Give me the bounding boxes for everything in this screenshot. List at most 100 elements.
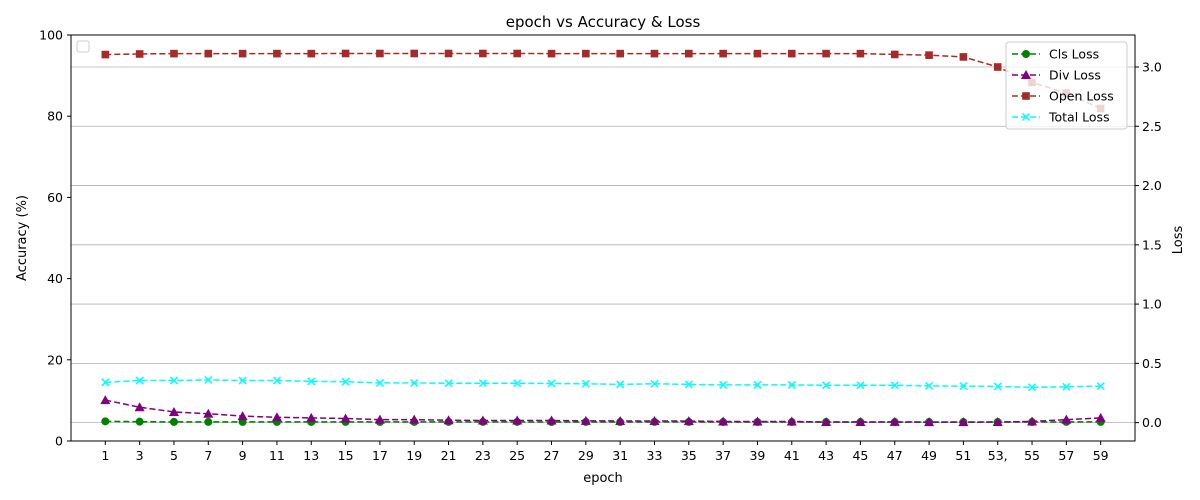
x-tick-label: 13 <box>303 448 319 463</box>
x-tick-label: 19 <box>406 448 422 463</box>
x-tick-label: 3 <box>136 448 144 463</box>
x-tick-label: 21 <box>441 448 457 463</box>
x-tick-label: 33 <box>647 448 663 463</box>
data-point <box>477 415 488 425</box>
data-point <box>890 381 899 390</box>
legend-label: Open Loss <box>1049 89 1114 104</box>
data-point <box>101 417 110 426</box>
y-axis-right: 0.0 0.5 1.0 1.5 2.0 2.5 3.0 <box>1135 60 1162 430</box>
data-point <box>925 51 933 59</box>
data-point <box>100 395 111 405</box>
data-point <box>1021 112 1031 122</box>
y-left-tick-label: 100 <box>39 28 63 43</box>
data-point <box>271 412 282 422</box>
empty-legend-box <box>76 40 90 53</box>
data-point <box>341 377 350 386</box>
data-point <box>479 49 487 58</box>
data-point <box>375 378 384 387</box>
data-point <box>1022 50 1030 58</box>
data-point <box>478 379 487 388</box>
y-right-tick-label: 0.5 <box>1142 356 1162 371</box>
data-point <box>340 413 351 423</box>
data-point <box>924 417 935 427</box>
x-tick-label: 9 <box>239 448 247 463</box>
x-tick-label: 11 <box>269 448 285 463</box>
data-point <box>135 376 144 385</box>
y-right-tick-label: 2.5 <box>1142 119 1162 134</box>
x-tick-label: 25 <box>509 448 525 463</box>
data-point <box>650 379 659 388</box>
data-point <box>1022 92 1030 100</box>
data-point <box>1062 382 1071 391</box>
data-point <box>959 382 968 391</box>
plot-frame <box>70 34 1136 442</box>
y-right-tick-label: 2.0 <box>1142 178 1162 193</box>
data-point <box>856 381 865 390</box>
y-axis-left-label: Accuracy (%) <box>15 195 30 281</box>
legend: Cls Loss Div Loss Open Loss Total Loss <box>1005 41 1128 130</box>
series-line <box>105 379 1101 389</box>
data-point <box>307 49 316 58</box>
data-point <box>1061 414 1072 424</box>
data-point <box>1027 416 1038 426</box>
x-axis-label: epoch <box>583 471 623 486</box>
data-point <box>650 49 659 58</box>
data-point <box>580 415 591 425</box>
data-point <box>203 408 214 418</box>
data-point <box>341 49 350 58</box>
x-tick-label: 49 <box>921 448 937 463</box>
data-point <box>752 416 763 426</box>
data-point <box>615 415 626 425</box>
data-point <box>718 416 729 426</box>
data-point <box>547 49 556 58</box>
data-point <box>753 380 762 389</box>
data-point <box>958 417 969 427</box>
data-point <box>719 49 727 58</box>
y-left-tick-label: 80 <box>47 109 63 124</box>
data-point <box>547 379 556 388</box>
data-point <box>513 379 522 388</box>
data-point <box>1096 382 1105 391</box>
data-point <box>204 49 213 58</box>
data-point <box>959 53 968 61</box>
y-right-tick-label: 3.0 <box>1142 60 1162 75</box>
grid-lines <box>71 66 1135 424</box>
legend-item: Div Loss <box>1012 68 1101 83</box>
data-point <box>135 417 144 426</box>
data-point <box>856 49 865 58</box>
x-tick-label: 31 <box>612 448 628 463</box>
x-tick-label: 27 <box>544 448 560 463</box>
data-point <box>273 49 281 58</box>
legend-item: Total Loss <box>1012 110 1110 125</box>
data-point <box>890 50 899 59</box>
data-point <box>685 49 693 58</box>
series-layer <box>100 49 1106 427</box>
legend-item: Open Loss <box>1012 89 1114 104</box>
x-tick-label: 59 <box>1093 448 1109 463</box>
data-point <box>410 378 419 387</box>
data-point <box>443 415 454 425</box>
data-point <box>581 379 590 388</box>
y-left-tick-label: 40 <box>47 271 63 286</box>
data-point <box>101 378 110 387</box>
x-tick-label: 39 <box>749 448 765 463</box>
data-point <box>410 49 419 58</box>
data-point <box>649 415 660 425</box>
data-point <box>512 415 523 425</box>
data-point <box>821 417 832 427</box>
data-point <box>169 417 178 426</box>
x-tick-label: 5 <box>170 448 178 463</box>
x-tick-label: 35 <box>681 448 697 463</box>
data-point <box>787 49 796 58</box>
data-point <box>925 381 934 390</box>
data-point <box>719 380 728 389</box>
data-point <box>683 416 694 426</box>
data-point <box>169 376 178 385</box>
data-point <box>238 376 247 385</box>
data-point <box>168 406 179 416</box>
series-line <box>105 399 1101 423</box>
y-axis-right-label: Loss <box>1171 226 1186 255</box>
data-point <box>204 375 213 384</box>
data-point <box>307 377 316 386</box>
data-point <box>376 49 384 58</box>
